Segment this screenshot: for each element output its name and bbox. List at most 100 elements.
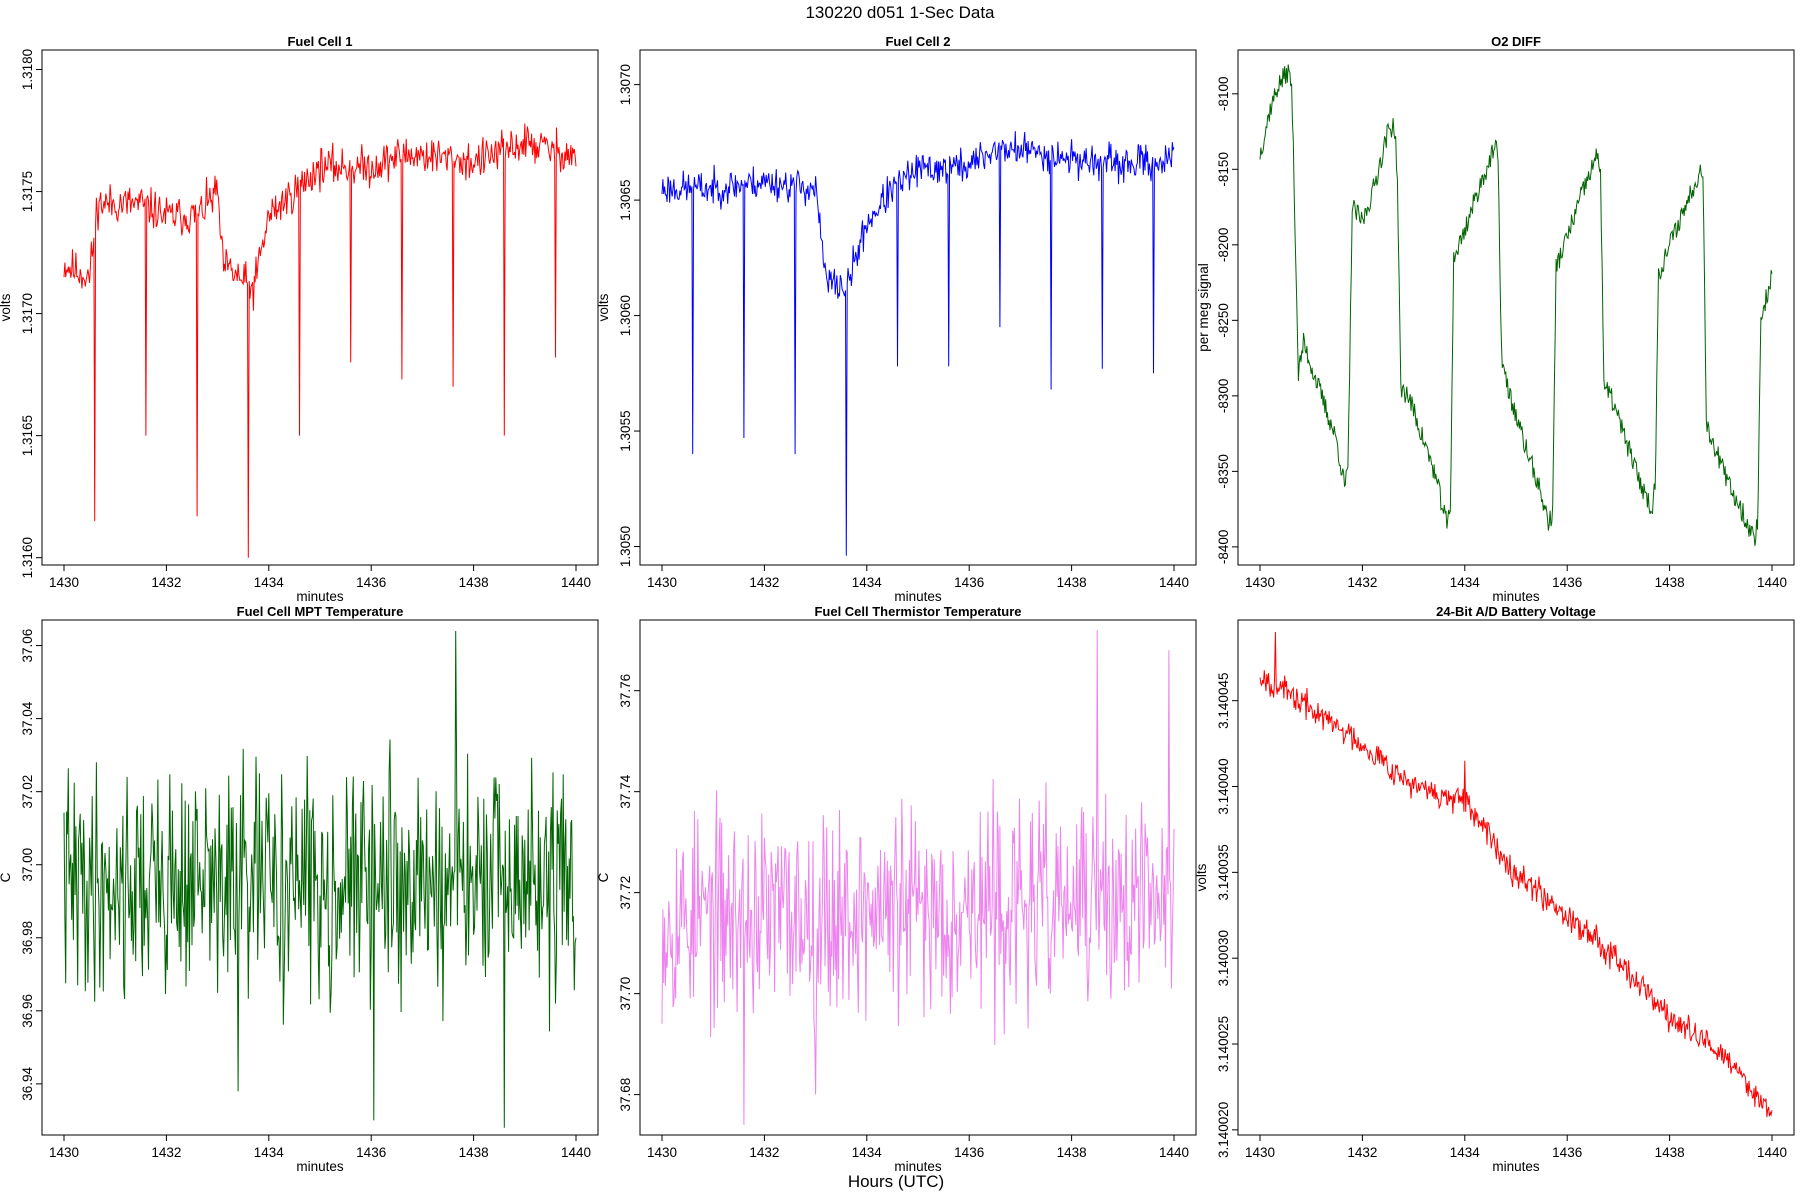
plot-frame bbox=[639, 49, 1197, 566]
x-axis-label: minutes bbox=[1492, 1159, 1540, 1174]
x-tick-label: 1432 bbox=[1347, 1145, 1377, 1160]
y-tick-label: -8400 bbox=[1216, 530, 1231, 565]
x-axis-label: minutes bbox=[296, 1159, 344, 1174]
x-tick-label: 1432 bbox=[151, 1145, 181, 1160]
x-tick-label: 1434 bbox=[852, 575, 883, 590]
y-tick-label: 3.140020 bbox=[1216, 1102, 1231, 1158]
x-tick-label: 1430 bbox=[647, 575, 677, 590]
panel-title: Fuel Cell 2 bbox=[885, 34, 950, 49]
x-tick-label: 1430 bbox=[1245, 1145, 1275, 1160]
y-tick-label: 1.3165 bbox=[20, 415, 35, 456]
x-tick-label: 1430 bbox=[49, 1145, 79, 1160]
y-tick-label: 37.06 bbox=[20, 629, 35, 663]
x-tick-label: 1430 bbox=[49, 575, 79, 590]
x-axis-label: minutes bbox=[894, 589, 942, 604]
y-axis-label: C bbox=[0, 872, 13, 882]
x-tick-label: 1440 bbox=[1757, 575, 1787, 590]
x-tick-label: 1438 bbox=[459, 1145, 489, 1160]
y-tick-label: -8250 bbox=[1216, 303, 1231, 338]
x-axis-label: minutes bbox=[1492, 589, 1540, 604]
panel-1: Fuel Cell 1 1430 1432 1434 1436 1438 1440 minut… bbox=[0, 34, 599, 604]
y-tick-label: 1.3050 bbox=[618, 526, 633, 567]
panel-4: Fuel Cell MPT Temperature 1430 1432 1434 143… bbox=[0, 604, 599, 1174]
y-tick-label: -8350 bbox=[1216, 454, 1231, 489]
y-tick-label: 36.98 bbox=[20, 921, 35, 955]
y-tick-label: -8100 bbox=[1216, 77, 1231, 112]
x-tick-label: 1434 bbox=[254, 575, 285, 590]
y-axis-label: volts bbox=[596, 293, 611, 321]
figure-x-label: Hours (UTC) bbox=[848, 1172, 944, 1191]
y-axis-label: C bbox=[596, 872, 611, 882]
y-tick-label: 3.140040 bbox=[1216, 758, 1231, 814]
x-tick-label: 1432 bbox=[749, 1145, 779, 1160]
y-tick-label: 37.02 bbox=[20, 775, 35, 809]
series-line bbox=[63, 630, 577, 1128]
x-tick-label: 1440 bbox=[1159, 575, 1189, 590]
panel-title: Fuel Cell Thermistor Temperature bbox=[814, 604, 1021, 619]
series-line bbox=[661, 131, 1175, 556]
figure-title: 130220 d051 1-Sec Data bbox=[805, 3, 995, 22]
y-tick-label: 1.3175 bbox=[20, 171, 35, 212]
x-tick-label: 1436 bbox=[954, 1145, 984, 1160]
plot-frame bbox=[41, 49, 599, 566]
y-tick-label: 3.140030 bbox=[1216, 930, 1231, 986]
y-tick-label: 1.3160 bbox=[20, 537, 35, 578]
x-axis-label: minutes bbox=[296, 589, 344, 604]
y-tick-label: 3.140035 bbox=[1216, 844, 1231, 900]
y-tick-label: -8150 bbox=[1216, 152, 1231, 187]
y-tick-label: 36.96 bbox=[20, 994, 35, 1028]
panel-title: 24-Bit A/D Battery Voltage bbox=[1436, 604, 1596, 619]
x-tick-label: 1436 bbox=[1552, 1145, 1582, 1160]
y-tick-label: 37.00 bbox=[20, 848, 35, 882]
x-tick-label: 1440 bbox=[561, 575, 591, 590]
y-tick-label: 37.72 bbox=[618, 876, 633, 910]
x-tick-label: 1436 bbox=[356, 575, 386, 590]
y-tick-label: 3.140045 bbox=[1216, 673, 1231, 729]
x-tick-label: 1440 bbox=[1757, 1145, 1787, 1160]
panel-title: O2 DIFF bbox=[1491, 34, 1541, 49]
x-tick-label: 1434 bbox=[254, 1145, 285, 1160]
series-line bbox=[1259, 64, 1773, 546]
y-tick-label: 37.74 bbox=[618, 774, 633, 808]
y-tick-label: 37.70 bbox=[618, 977, 633, 1011]
plot-frame bbox=[1237, 619, 1795, 1136]
panel-2: Fuel Cell 2 1430 1432 1434 1436 1438 1440 minut… bbox=[596, 34, 1197, 604]
plot-frame bbox=[1237, 49, 1795, 566]
x-tick-label: 1440 bbox=[1159, 1145, 1189, 1160]
x-tick-label: 1434 bbox=[1450, 1145, 1481, 1160]
panel-5: Fuel Cell Thermistor Temperature 1430 1432… bbox=[596, 604, 1197, 1174]
y-tick-label: 36.94 bbox=[20, 1066, 35, 1100]
series-line bbox=[1259, 631, 1773, 1118]
y-axis-label: volts bbox=[1194, 863, 1209, 891]
y-axis-label: per meg signal bbox=[1196, 263, 1211, 352]
panel-title: Fuel Cell MPT Temperature bbox=[237, 604, 404, 619]
y-tick-label: 1.3060 bbox=[618, 295, 633, 336]
panels-container: Fuel Cell 1 1430 1432 1434 1436 1438 1440 minut… bbox=[0, 34, 1795, 1174]
y-axis-label: volts bbox=[0, 293, 13, 321]
x-tick-label: 1436 bbox=[356, 1145, 386, 1160]
x-tick-label: 1438 bbox=[1655, 1145, 1685, 1160]
x-axis-label: minutes bbox=[894, 1159, 942, 1174]
x-tick-label: 1432 bbox=[151, 575, 181, 590]
x-tick-label: 1434 bbox=[852, 1145, 883, 1160]
series-line bbox=[661, 630, 1175, 1125]
x-tick-label: 1430 bbox=[647, 1145, 677, 1160]
y-tick-label: -8200 bbox=[1216, 228, 1231, 263]
x-tick-label: 1436 bbox=[1552, 575, 1582, 590]
x-tick-label: 1434 bbox=[1450, 575, 1481, 590]
x-tick-label: 1432 bbox=[1347, 575, 1377, 590]
x-tick-label: 1432 bbox=[749, 575, 779, 590]
panel-6: 24-Bit A/D Battery Voltage 1430 1432 1434 14… bbox=[1194, 604, 1795, 1174]
x-tick-label: 1430 bbox=[1245, 575, 1275, 590]
y-tick-label: -8300 bbox=[1216, 379, 1231, 414]
x-tick-label: 1438 bbox=[1655, 575, 1685, 590]
x-tick-label: 1436 bbox=[954, 575, 984, 590]
y-tick-label: 37.76 bbox=[618, 674, 633, 708]
y-tick-label: 1.3055 bbox=[618, 410, 633, 451]
x-tick-label: 1438 bbox=[459, 575, 489, 590]
panel-3: O2 DIFF 1430 1432 1434 1436 1438 1440 minutes -8… bbox=[1196, 34, 1795, 604]
y-tick-label: 3.140025 bbox=[1216, 1016, 1231, 1072]
x-tick-label: 1438 bbox=[1057, 1145, 1087, 1160]
x-tick-label: 1438 bbox=[1057, 575, 1087, 590]
